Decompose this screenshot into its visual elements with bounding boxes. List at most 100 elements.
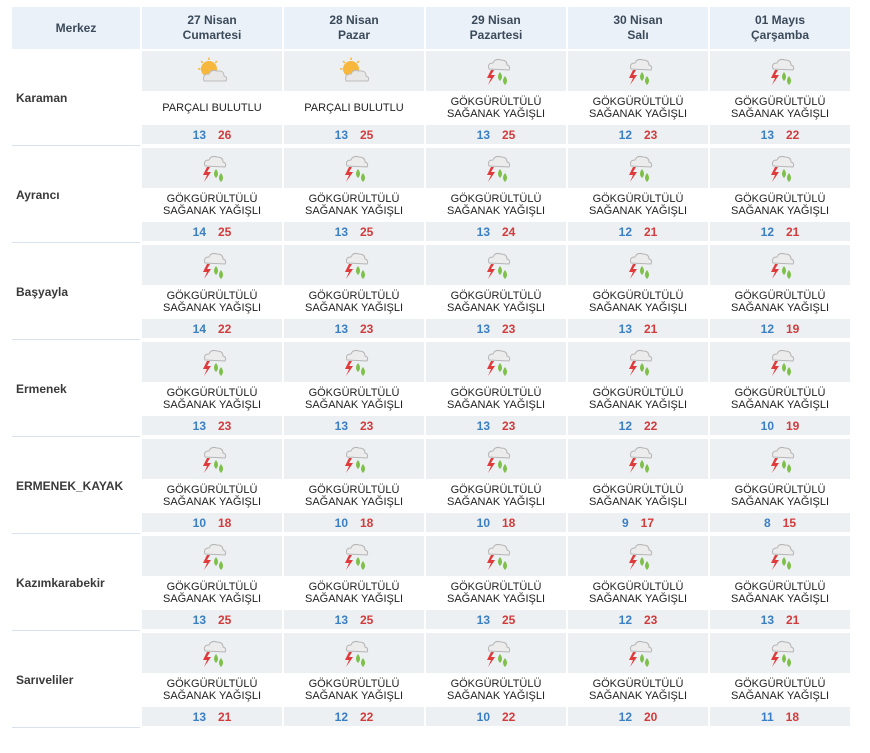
weather-description: GÖKGÜRÜLTÜLÜ SAĞANAK YAĞIŞLI: [710, 382, 850, 416]
forecast-cell: GÖKGÜRÜLTÜLÜ SAĞANAK YAĞIŞLI 10 22: [426, 633, 566, 728]
forecast-cell: PARÇALI BULUTLU 13 26: [142, 51, 282, 146]
forecast-cell: GÖKGÜRÜLTÜLÜ SAĞANAK YAĞIŞLI 13 21: [568, 245, 708, 340]
min-temperature: 12: [618, 709, 632, 724]
thunderstorm-icon: [568, 245, 708, 285]
max-temperature: 21: [218, 709, 232, 724]
weather-description: GÖKGÜRÜLTÜLÜ SAĞANAK YAĞIŞLI: [142, 673, 282, 707]
weather-description: GÖKGÜRÜLTÜLÜ SAĞANAK YAĞIŞLI: [426, 576, 566, 610]
max-temperature: 20: [644, 709, 658, 724]
city-name[interactable]: Ayrancı: [12, 148, 140, 243]
min-temperature: 10: [476, 515, 490, 530]
city-name[interactable]: Kazımkarabekir: [12, 536, 140, 631]
weather-description: GÖKGÜRÜLTÜLÜ SAĞANAK YAĞIŞLI: [710, 285, 850, 319]
day-header: 27 Nisan Cumartesi: [142, 7, 282, 49]
thunderstorm-icon: [142, 245, 282, 285]
temperature-range: 12 21: [568, 222, 708, 241]
thunderstorm-icon: [426, 439, 566, 479]
forecast-cell: GÖKGÜRÜLTÜLÜ SAĞANAK YAĞIŞLI 13 23: [284, 342, 424, 437]
min-temperature: 13: [760, 612, 774, 627]
temperature-range: 13 22: [710, 125, 850, 144]
merkez-header: Merkez: [12, 7, 140, 49]
thunderstorm-icon: [568, 633, 708, 673]
min-temperature: 13: [192, 127, 206, 142]
thunderstorm-icon: [142, 342, 282, 382]
weather-description: GÖKGÜRÜLTÜLÜ SAĞANAK YAĞIŞLI: [142, 479, 282, 513]
city-name[interactable]: ERMENEK_KAYAK: [12, 439, 140, 534]
city-name[interactable]: Karaman: [12, 51, 140, 146]
weather-description: GÖKGÜRÜLTÜLÜ SAĞANAK YAĞIŞLI: [568, 479, 708, 513]
min-temperature: 13: [476, 321, 490, 336]
max-temperature: 22: [360, 709, 374, 724]
weather-description: GÖKGÜRÜLTÜLÜ SAĞANAK YAĞIŞLI: [568, 673, 708, 707]
forecast-cell: GÖKGÜRÜLTÜLÜ SAĞANAK YAĞIŞLI 13 25: [284, 148, 424, 243]
max-temperature: 25: [502, 127, 516, 142]
day-date: 01 Mayıs: [754, 13, 806, 27]
weather-description: GÖKGÜRÜLTÜLÜ SAĞANAK YAĞIŞLI: [142, 576, 282, 610]
weather-description: GÖKGÜRÜLTÜLÜ SAĞANAK YAĞIŞLI: [568, 576, 708, 610]
min-temperature: 12: [760, 321, 774, 336]
forecast-cell: GÖKGÜRÜLTÜLÜ SAĞANAK YAĞIŞLI 14 25: [142, 148, 282, 243]
weather-description: GÖKGÜRÜLTÜLÜ SAĞANAK YAĞIŞLI: [142, 285, 282, 319]
thunderstorm-icon: [710, 245, 850, 285]
max-temperature: 25: [218, 224, 232, 239]
weather-description: GÖKGÜRÜLTÜLÜ SAĞANAK YAĞIŞLI: [284, 576, 424, 610]
weather-description: GÖKGÜRÜLTÜLÜ SAĞANAK YAĞIŞLI: [426, 479, 566, 513]
city-name[interactable]: Ermenek: [12, 342, 140, 437]
forecast-cell: GÖKGÜRÜLTÜLÜ SAĞANAK YAĞIŞLI 10 18: [426, 439, 566, 534]
thunderstorm-icon: [284, 245, 424, 285]
day-weekday: Çarşamba: [750, 28, 810, 42]
max-temperature: 21: [786, 224, 800, 239]
min-temperature: 10: [760, 418, 774, 433]
weather-description: PARÇALI BULUTLU: [284, 91, 424, 125]
weather-description: GÖKGÜRÜLTÜLÜ SAĞANAK YAĞIŞLI: [142, 382, 282, 416]
temperature-range: 10 18: [142, 513, 282, 532]
partly-cloudy-icon: [142, 51, 282, 91]
day-header: 28 Nisan Pazar: [284, 7, 424, 49]
temperature-range: 13 23: [426, 416, 566, 435]
forecast-cell: GÖKGÜRÜLTÜLÜ SAĞANAK YAĞIŞLI 12 22: [568, 342, 708, 437]
day-date: 29 Nisan: [471, 13, 521, 27]
header-row: Merkez 27 Nisan Cumartesi 28 Nisan Pazar 2…: [12, 7, 850, 49]
max-temperature: 26: [218, 127, 232, 142]
city-name[interactable]: Başyayla: [12, 245, 140, 340]
max-temperature: 18: [360, 515, 374, 530]
weather-description: GÖKGÜRÜLTÜLÜ SAĞANAK YAĞIŞLI: [426, 382, 566, 416]
max-temperature: 22: [218, 321, 232, 336]
min-temperature: 13: [760, 127, 774, 142]
forecast-cell: GÖKGÜRÜLTÜLÜ SAĞANAK YAĞIŞLI 13 21: [710, 536, 850, 631]
weather-description: GÖKGÜRÜLTÜLÜ SAĞANAK YAĞIŞLI: [710, 188, 850, 222]
city-name[interactable]: Sarıveliler: [12, 633, 140, 728]
temperature-range: 13 26: [142, 125, 282, 144]
thunderstorm-icon: [710, 536, 850, 576]
temperature-range: 13 23: [142, 416, 282, 435]
weather-description: GÖKGÜRÜLTÜLÜ SAĞANAK YAĞIŞLI: [568, 188, 708, 222]
forecast-cell: PARÇALI BULUTLU 13 25: [284, 51, 424, 146]
max-temperature: 18: [218, 515, 232, 530]
thunderstorm-icon: [710, 342, 850, 382]
temperature-range: 13 21: [710, 610, 850, 629]
min-temperature: 10: [192, 515, 206, 530]
min-temperature: 13: [334, 224, 348, 239]
min-temperature: 13: [618, 321, 632, 336]
min-temperature: 13: [334, 418, 348, 433]
min-temperature: 13: [334, 127, 348, 142]
max-temperature: 25: [360, 127, 374, 142]
weather-description: GÖKGÜRÜLTÜLÜ SAĞANAK YAĞIŞLI: [426, 285, 566, 319]
min-temperature: 11: [760, 709, 774, 724]
forecast-cell: GÖKGÜRÜLTÜLÜ SAĞANAK YAĞIŞLI 13 23: [426, 342, 566, 437]
max-temperature: 18: [502, 515, 516, 530]
min-temperature: 10: [476, 709, 490, 724]
weather-description: GÖKGÜRÜLTÜLÜ SAĞANAK YAĞIŞLI: [568, 382, 708, 416]
temperature-range: 13 25: [284, 222, 424, 241]
min-temperature: 13: [192, 418, 206, 433]
thunderstorm-icon: [284, 633, 424, 673]
day-header: 01 Mayıs Çarşamba: [710, 7, 850, 49]
thunderstorm-icon: [426, 342, 566, 382]
day-weekday: Cumartesi: [182, 28, 242, 42]
max-temperature: 25: [218, 612, 232, 627]
min-temperature: 13: [334, 612, 348, 627]
temperature-range: 13 23: [284, 416, 424, 435]
max-temperature: 22: [786, 127, 800, 142]
temperature-range: 13 21: [568, 319, 708, 338]
partly-cloudy-icon: [284, 51, 424, 91]
